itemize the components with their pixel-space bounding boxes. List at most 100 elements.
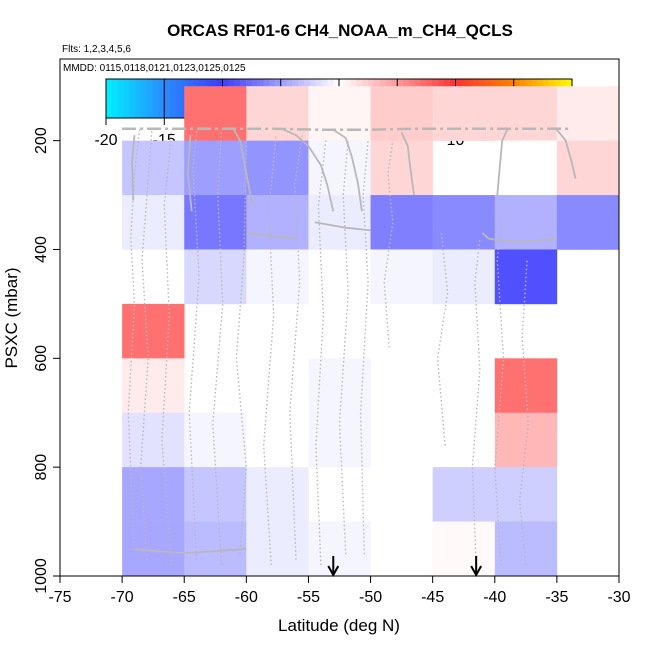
colorbar-swatch	[135, 79, 142, 118]
flight-track	[359, 140, 369, 555]
x-tick-label: -65	[173, 589, 196, 606]
heatmap-cell	[432, 467, 496, 522]
colorbar-swatch	[111, 79, 119, 118]
y-tick-label: 800	[33, 454, 50, 481]
flight-track	[481, 232, 557, 243]
colorbar-swatch	[129, 79, 136, 118]
heatmap-cell	[494, 140, 558, 196]
dates-note: MMDD: 0115,0118,0121,0123,0125,0125	[63, 63, 246, 74]
flight-track	[400, 132, 415, 196]
colorbar-tick-label: -20	[94, 132, 117, 149]
x-tick-label: -50	[359, 589, 382, 606]
heatmap-cell	[122, 412, 185, 468]
heatmap-cell	[556, 140, 620, 196]
x-tick-label: -70	[111, 589, 134, 606]
heatmap-cell	[246, 521, 309, 577]
heatmap-cell	[432, 521, 496, 577]
heatmap-cell	[370, 86, 433, 141]
colorbar-swatch	[146, 79, 154, 118]
y-tick-label: 400	[33, 236, 50, 263]
heatmap-cell	[370, 249, 433, 305]
plot-frame	[59, 58, 620, 577]
flight-track	[161, 129, 173, 566]
x-tick-label: -35	[545, 589, 568, 606]
arrow-marker-head	[327, 565, 340, 578]
flights-note: Flts: 1,2,3,4,5,6	[62, 44, 131, 55]
heatmap-cell	[184, 195, 247, 250]
flight-track	[471, 238, 481, 566]
heatmap-cell	[432, 195, 496, 250]
flight-track	[186, 135, 193, 212]
heatmap-cell	[494, 86, 558, 141]
heatmap-cell	[184, 86, 247, 141]
heatmap-cell	[122, 195, 185, 250]
arrow-markers	[327, 556, 483, 578]
colorbar-swatch	[152, 79, 160, 118]
y-tick-label: 1000	[33, 558, 50, 594]
colorbar-swatch	[164, 79, 171, 118]
flight-track	[289, 135, 303, 560]
colorbar-swatch	[117, 79, 125, 118]
flight-tracks	[122, 127, 577, 566]
flight-track	[233, 129, 254, 207]
flight-track	[139, 129, 153, 560]
x-tick-label: -30	[607, 589, 630, 606]
flight-track	[131, 135, 136, 201]
y-axis: 200 400 600 800 1000	[33, 127, 60, 594]
colorbar-swatch	[170, 79, 177, 118]
y-tick-label: 600	[33, 345, 50, 372]
colorbar-swatch	[175, 79, 183, 118]
heatmap-cell	[494, 521, 558, 577]
heatmap-cell	[122, 358, 185, 414]
heatmap-cell	[556, 86, 620, 141]
flight-track	[332, 128, 363, 212]
colorbar-swatch	[123, 79, 130, 118]
flight-track	[283, 128, 335, 212]
x-tick-label: -55	[297, 589, 320, 606]
flight-track	[436, 233, 449, 446]
flight-track	[496, 129, 509, 196]
arrow-marker-head	[470, 565, 483, 578]
flight-track	[134, 547, 247, 555]
heatmap-cell	[246, 140, 309, 196]
flight-track	[127, 129, 141, 555]
heatmap-cell	[494, 467, 558, 522]
flight-track	[246, 232, 297, 240]
flight-track	[235, 140, 248, 555]
flight-track	[314, 221, 371, 232]
heatmap-cell	[184, 249, 247, 305]
colorbar-swatch	[106, 79, 113, 118]
heatmap-cell	[308, 86, 371, 141]
x-tick-label: -75	[48, 589, 71, 606]
flight-track	[494, 211, 505, 566]
heatmap-cell	[184, 412, 247, 468]
flight-track	[188, 129, 200, 560]
x-axis: -75 -70 -65 -60 -55 -50 -45 -40 -35 -30	[48, 576, 631, 606]
x-tick-label: -40	[483, 589, 506, 606]
y-tick-label: 200	[33, 127, 50, 154]
colorbar-swatch	[140, 79, 148, 118]
heatmap-cell	[122, 467, 185, 522]
heatmap-cell	[432, 86, 496, 141]
heatmap-cell	[556, 195, 620, 250]
x-tick-label: -45	[421, 589, 444, 606]
x-axis-label: Latitude (deg N)	[278, 616, 400, 635]
heatmap-cell	[494, 412, 558, 468]
flight-track	[556, 129, 577, 179]
heatmap-cells	[122, 86, 620, 577]
heatmap-cell	[432, 249, 496, 305]
heatmap-cell	[370, 140, 433, 196]
heatmap-cell	[246, 467, 309, 522]
y-axis-label: PSXC (mbar)	[2, 267, 21, 368]
heatmap-cell	[370, 195, 433, 250]
heatmap-cell	[246, 249, 309, 305]
chart-title: ORCAS RF01-6 CH4_NOAA_m_CH4_QCLS	[167, 21, 513, 40]
heatmap-cell	[308, 140, 371, 196]
heatmap-cell	[184, 140, 247, 196]
x-tick-label: -60	[235, 589, 258, 606]
heatmap-cell	[246, 86, 309, 141]
colorbar-swatch	[158, 79, 165, 118]
flight-track	[212, 129, 224, 566]
heatmap-cell	[308, 521, 371, 577]
